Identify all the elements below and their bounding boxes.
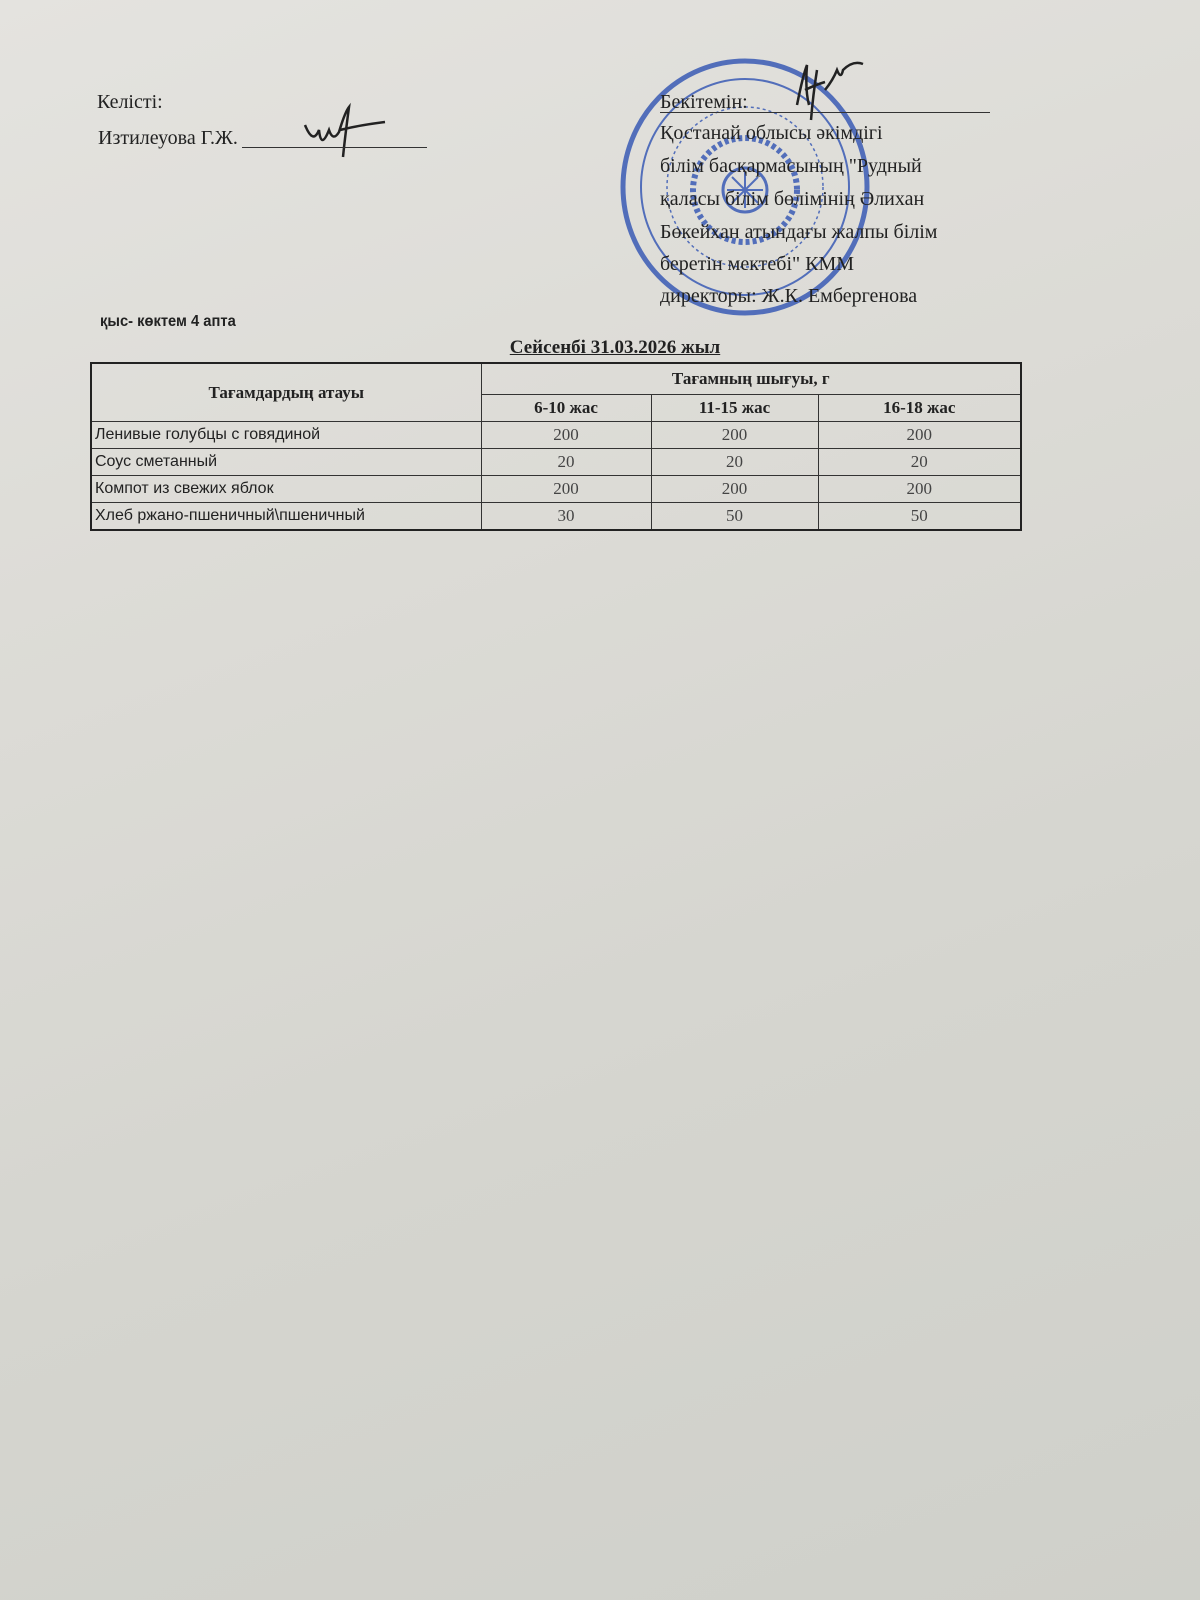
official-stamp	[620, 58, 870, 316]
portion-value: 20	[480, 448, 652, 476]
portion-value: 20	[817, 448, 1022, 476]
signature-line	[241, 129, 427, 148]
day-title: Сейсенбі 31.03.2026 жыл	[509, 337, 721, 358]
table-row: Соус сметанный 20 20 20	[90, 448, 1022, 476]
table-row: Ленивые голубцы с говядиной 200 200 200	[90, 421, 1022, 449]
dish-name-header: Тағамдардың атауы	[90, 362, 482, 422]
age-header: 16-18 жас	[817, 394, 1022, 422]
approved-line-5: беретін мектебі" КММ	[660, 253, 855, 275]
age-header: 6-10 жас	[480, 394, 652, 422]
approved-line-4: Бөкейхан атындағы жалпы білім	[660, 221, 938, 243]
agreed-name: Изтилеуова Г.Ж.	[98, 127, 238, 149]
dish-name: Ленивые голубцы с говядиной	[90, 421, 482, 449]
portion-value: 50	[817, 502, 1022, 531]
dish-name: Соус сметанный	[90, 448, 482, 476]
portion-value: 200	[817, 421, 1022, 449]
agreed-signatory: Изтилеуова Г.Ж.	[98, 128, 427, 148]
portion-value: 30	[480, 502, 652, 531]
approved-line-3: қаласы білім бөлімінің Әлихан	[660, 188, 925, 210]
age-header: 11-15 жас	[650, 394, 819, 422]
approved-line-1: Қостанай облысы әкімдігі	[660, 122, 883, 144]
portion-value: 200	[650, 421, 819, 449]
season-label: қыс- көктем 4 апта	[100, 313, 236, 330]
portion-value: 200	[817, 475, 1022, 503]
portion-value: 20	[650, 448, 819, 476]
table-row: Компот из свежих яблок 200 200 200	[90, 475, 1022, 503]
portion-value: 200	[650, 475, 819, 503]
approved-line-2: білім басқармасының "Рудный	[660, 155, 922, 177]
approved-label: Бекітемін:	[660, 92, 990, 113]
portion-value: 200	[480, 421, 652, 449]
agreed-label: Келісті:	[97, 91, 163, 113]
signature-approved	[795, 61, 864, 121]
table-row: Хлеб ржано-пшеничный\пшеничный 30 50 50	[90, 502, 1022, 531]
portion-value: 200	[480, 475, 652, 503]
table-header-row: Тағамдардың атауы Тағамның шығуы, г	[90, 362, 1022, 422]
dish-name: Компот из свежих яблок	[90, 475, 482, 503]
portion-value: 50	[650, 502, 819, 531]
dish-name: Хлеб ржано-пшеничный\пшеничный	[90, 502, 482, 531]
menu-table: Тағамдардың атауы Тағамның шығуы, г 6-10…	[90, 362, 1022, 531]
yield-header: Тағамның шығуы, г	[480, 362, 1022, 395]
signature-agreed	[303, 102, 386, 158]
approved-line-6: директоры: Ж.К. Ембергенова	[660, 285, 918, 307]
